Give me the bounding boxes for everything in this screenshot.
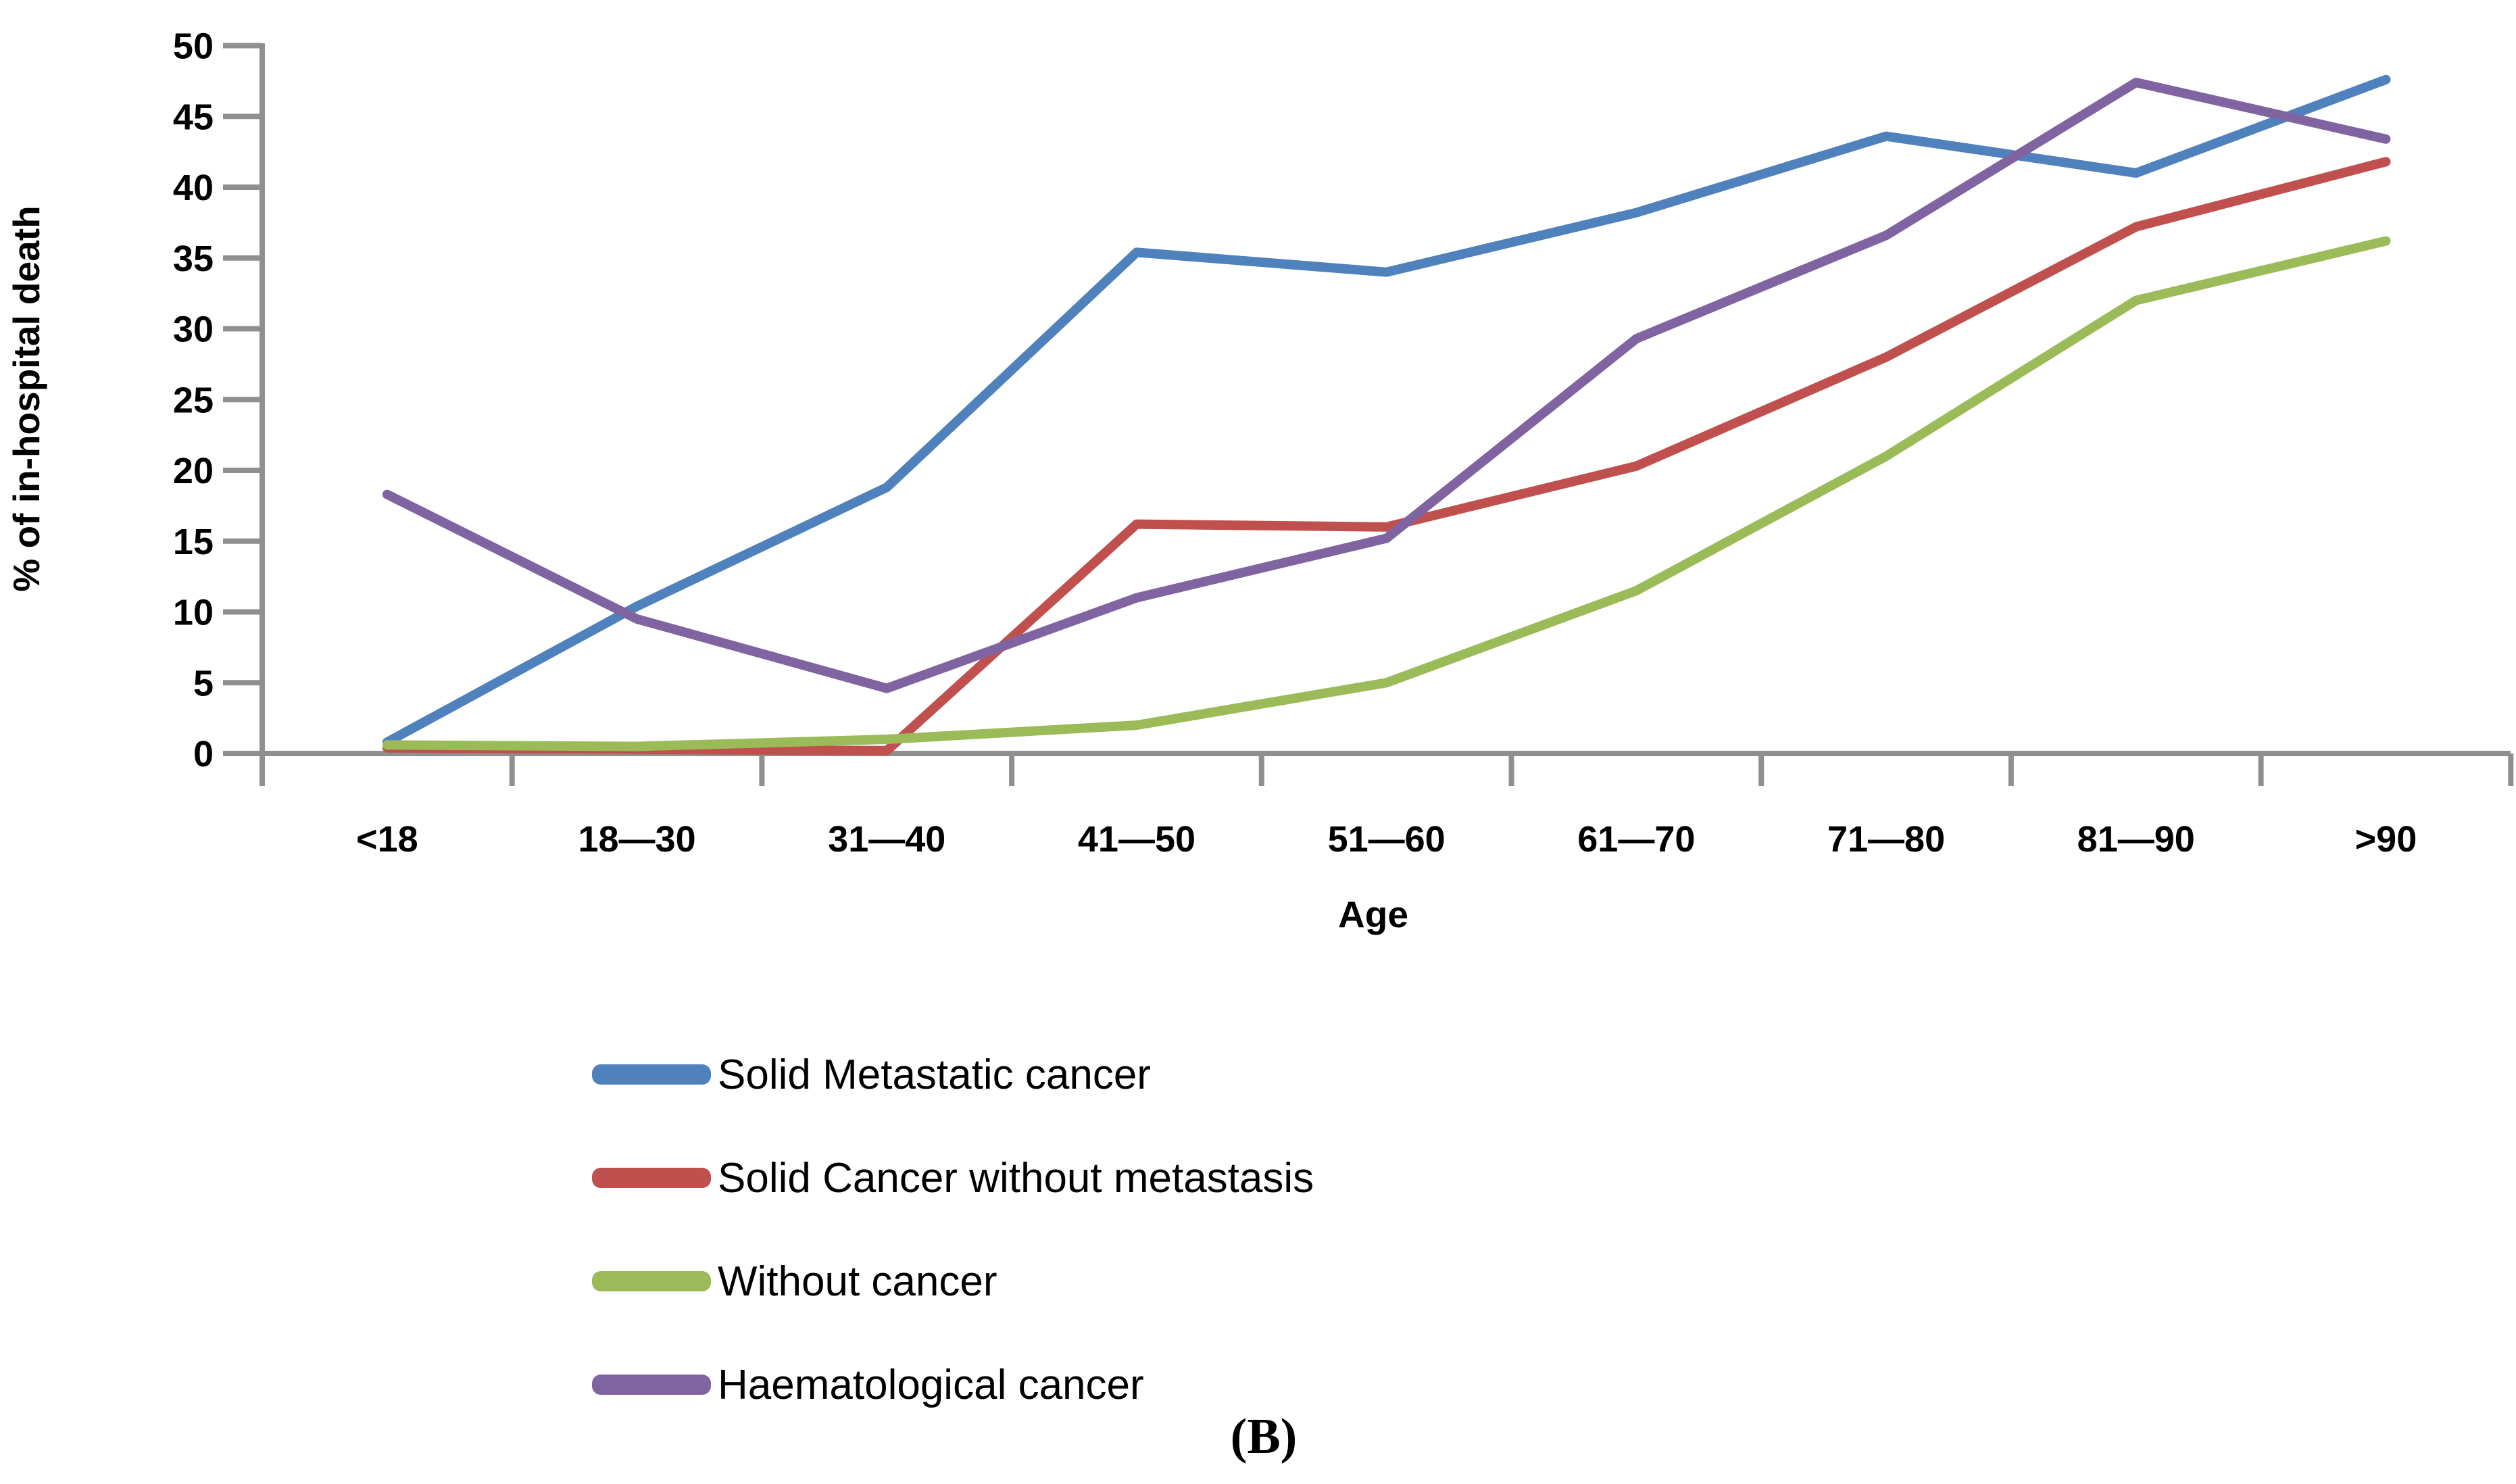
x-tick-label: 51—60 [1328, 819, 1446, 860]
x-axis-tick-labels: <18 18—30 31—40 41—50 51—60 61—70 71—80 81—90 >9… [356, 819, 2417, 860]
y-axis-title: % of in-hospital death [5, 205, 47, 591]
legend-item: Without cancer [592, 1258, 997, 1305]
series-lines [382, 74, 2391, 756]
y-tick-label: 10 [173, 593, 214, 633]
y-tick-label: 35 [173, 239, 214, 279]
legend-item: Solid Metastatic cancer [592, 1052, 1151, 1098]
legend-label: Solid Metastatic cancer [718, 1052, 1151, 1098]
series-line [382, 157, 2391, 756]
legend-item: Haematological cancer [592, 1362, 1144, 1408]
y-axis-tick-labels: 0 5 10 15 20 25 30 35 40 45 50 [173, 26, 214, 775]
legend: Solid Metastatic cancer Solid Cancer with… [592, 1052, 1314, 1408]
legend-label: Solid Cancer without metastasis [718, 1155, 1314, 1202]
x-tick-label: 81—90 [2077, 819, 2195, 860]
x-tick-label: >90 [2355, 819, 2417, 860]
y-tick-label: 15 [173, 522, 214, 562]
x-tick-label: 71—80 [1827, 819, 1945, 860]
axes [223, 43, 2514, 786]
series-line [382, 236, 2391, 751]
y-tick-label: 5 [193, 663, 214, 703]
y-tick-label: 50 [173, 26, 214, 67]
x-tick-label: 41—50 [1078, 819, 1195, 860]
legend-swatch [592, 1168, 711, 1188]
x-tick-label: <18 [356, 819, 418, 860]
y-tick-label: 25 [173, 380, 214, 420]
series-line [382, 74, 2391, 747]
x-axis-title: Age [1338, 893, 1408, 935]
figure-caption: (B) [1231, 1409, 1298, 1464]
x-tick-label: 61—70 [1577, 819, 1695, 860]
legend-swatch [592, 1271, 711, 1291]
series-line [382, 77, 2391, 693]
legend-item: Solid Cancer without metastasis [592, 1155, 1314, 1202]
y-tick-label: 0 [193, 734, 214, 774]
y-tick-label: 20 [173, 451, 214, 491]
legend-label: Without cancer [718, 1258, 997, 1305]
legend-label: Haematological cancer [718, 1362, 1144, 1408]
legend-swatch [592, 1375, 711, 1395]
x-tick-label: 18—30 [578, 819, 695, 860]
x-tick-label: 31—40 [828, 819, 945, 860]
y-tick-label: 30 [173, 310, 214, 350]
y-tick-label: 40 [173, 168, 214, 208]
y-tick-label: 45 [173, 97, 214, 137]
legend-swatch [592, 1064, 711, 1085]
